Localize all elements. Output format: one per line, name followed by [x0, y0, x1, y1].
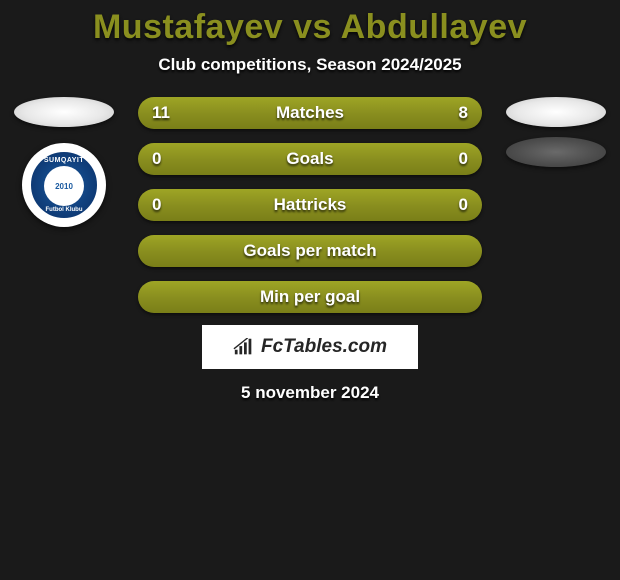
- stat-row-goals-per-match: Goals per match: [138, 235, 482, 267]
- stat-label: Min per goal: [178, 287, 442, 307]
- club-badge-left: SUMQAYIT 2010 Futbol Klubu: [22, 143, 106, 227]
- stat-label: Matches: [178, 103, 442, 123]
- stat-row-matches: 11 Matches 8: [138, 97, 482, 129]
- watermark-banner: FcTables.com: [202, 325, 418, 369]
- stat-label: Goals: [178, 149, 442, 169]
- stat-left-value: 0: [152, 195, 178, 215]
- stat-left-value: 0: [152, 149, 178, 169]
- badge-center-circle-icon: 2010: [44, 166, 84, 206]
- stat-pill-list: 11 Matches 8 0 Goals 0 0 Hattricks 0 Goa…: [138, 97, 482, 313]
- right-side-column: [506, 97, 606, 167]
- stat-row-hattricks: 0 Hattricks 0: [138, 189, 482, 221]
- club-badge-inner: SUMQAYIT 2010 Futbol Klubu: [29, 150, 99, 220]
- stat-row-min-per-goal: Min per goal: [138, 281, 482, 313]
- player-left-ellipse-icon: [14, 97, 114, 127]
- stat-left-value: 11: [152, 103, 178, 123]
- bars-icon: [233, 338, 255, 356]
- page-subtitle: Club competitions, Season 2024/2025: [0, 55, 620, 75]
- stat-right-value: 8: [442, 103, 468, 123]
- date-label: 5 november 2024: [0, 383, 620, 403]
- stat-row-goals: 0 Goals 0: [138, 143, 482, 175]
- badge-bottom-text: Futbol Klubu: [46, 207, 83, 213]
- stats-block: SUMQAYIT 2010 Futbol Klubu 11 Matches 8 …: [0, 97, 620, 313]
- stat-right-value: 0: [442, 195, 468, 215]
- player-right-ellipse-icon: [506, 97, 606, 127]
- stat-label: Hattricks: [178, 195, 442, 215]
- badge-year: 2010: [55, 182, 73, 191]
- badge-top-text: SUMQAYIT: [44, 157, 84, 164]
- club-right-ellipse-icon: [506, 137, 606, 167]
- main-container: Mustafayev vs Abdullayev Club competitio…: [0, 0, 620, 403]
- left-side-column: SUMQAYIT 2010 Futbol Klubu: [14, 97, 114, 227]
- stat-right-value: 0: [442, 149, 468, 169]
- watermark-label: FcTables.com: [261, 336, 387, 358]
- stat-label: Goals per match: [178, 241, 442, 261]
- page-title: Mustafayev vs Abdullayev: [0, 8, 620, 47]
